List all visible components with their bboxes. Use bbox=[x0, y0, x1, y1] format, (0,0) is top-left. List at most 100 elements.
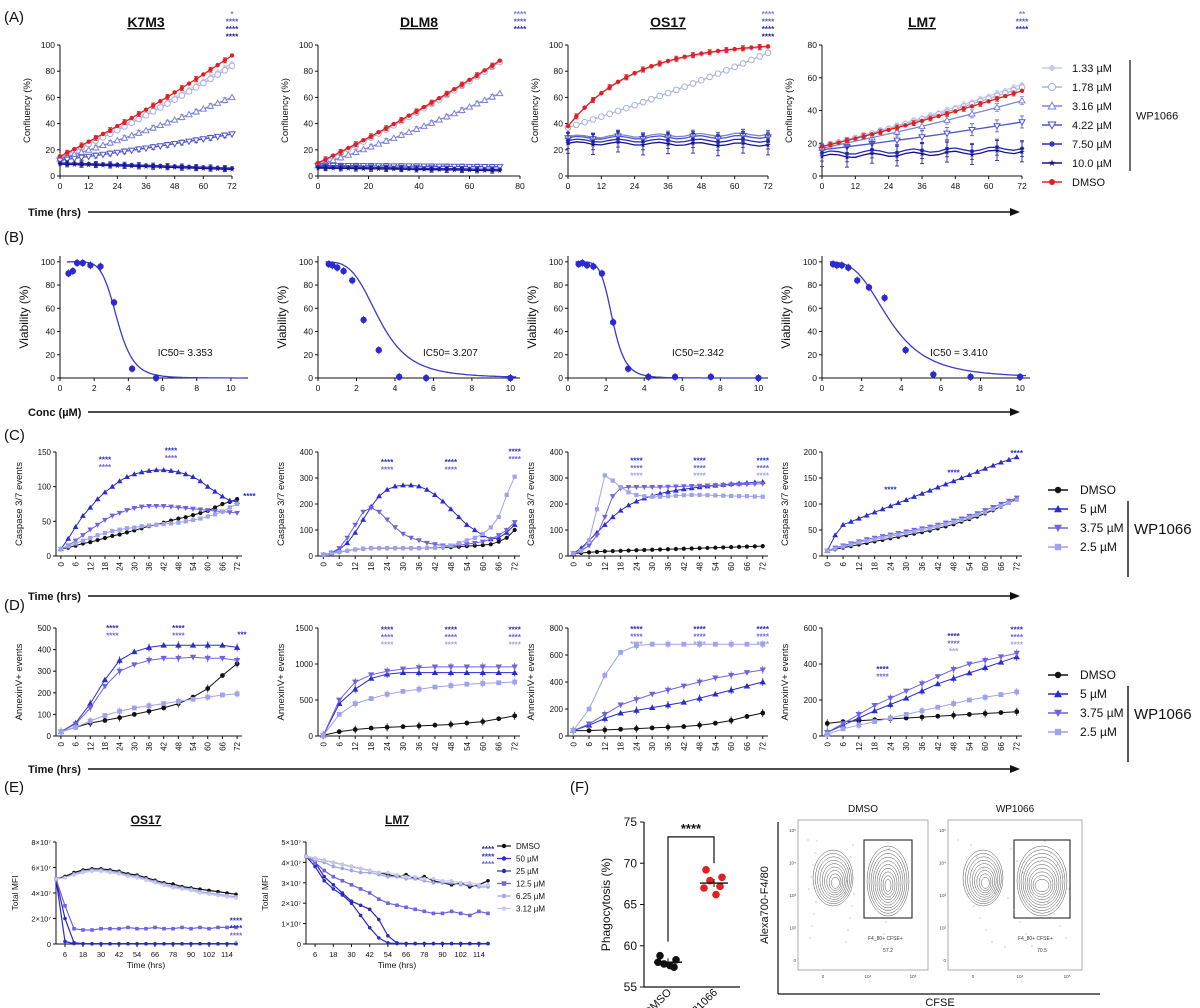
significance-stars: **** bbox=[106, 632, 119, 641]
data-point bbox=[146, 523, 152, 528]
flow-event-dot bbox=[890, 946, 892, 948]
data-point bbox=[615, 139, 621, 145]
data-point bbox=[124, 508, 130, 514]
data-point bbox=[180, 941, 184, 946]
data-point bbox=[471, 527, 478, 533]
data-point bbox=[198, 891, 202, 895]
flow-contour bbox=[976, 870, 994, 894]
y-axis-title: AnnexinV+ events bbox=[276, 643, 287, 720]
data-point bbox=[160, 655, 167, 662]
data-point bbox=[376, 130, 381, 135]
data-point bbox=[179, 164, 185, 171]
data-point bbox=[377, 917, 381, 922]
data-point bbox=[570, 728, 576, 733]
data-point bbox=[352, 529, 359, 535]
data-point bbox=[198, 887, 202, 891]
data-point bbox=[431, 881, 436, 885]
data-point bbox=[697, 722, 702, 728]
x-tick-label: 0 bbox=[820, 181, 825, 191]
data-point bbox=[313, 856, 317, 861]
data-point bbox=[950, 478, 957, 484]
x-tick-label: 60 bbox=[465, 181, 475, 191]
flow-event-dot bbox=[1047, 901, 1049, 903]
data-point bbox=[449, 909, 454, 914]
data-point bbox=[715, 48, 721, 54]
data-point bbox=[93, 135, 99, 141]
data-point bbox=[206, 135, 215, 142]
data-point bbox=[689, 80, 697, 87]
data-point bbox=[79, 259, 86, 267]
y-tick-label: 40 bbox=[554, 327, 564, 337]
y-tick-label: 100 bbox=[550, 526, 564, 535]
data-point bbox=[606, 110, 613, 118]
data-point bbox=[127, 131, 136, 139]
data-point bbox=[367, 925, 372, 930]
data-point bbox=[73, 724, 78, 730]
data-point bbox=[368, 134, 374, 139]
data-point bbox=[143, 107, 149, 112]
x-tick-label: 54 bbox=[965, 741, 974, 750]
x-tick-label: 54 bbox=[711, 741, 720, 750]
data-point bbox=[213, 99, 222, 106]
data-point bbox=[504, 535, 509, 540]
data-point bbox=[352, 727, 358, 732]
data-point bbox=[136, 111, 142, 117]
x-tick-label: 10 bbox=[754, 383, 764, 393]
significance-stars: **** bbox=[1016, 18, 1029, 27]
significance-stars: **** bbox=[876, 673, 889, 682]
data-point bbox=[163, 142, 172, 149]
significance-stars: **** bbox=[482, 860, 495, 869]
x-tick-label: 2 bbox=[92, 383, 97, 393]
data-point bbox=[512, 713, 518, 719]
data-point bbox=[180, 887, 184, 891]
data-point bbox=[1018, 96, 1026, 104]
data-point bbox=[117, 715, 123, 721]
data-point bbox=[214, 71, 221, 78]
data-point bbox=[609, 494, 616, 500]
data-point bbox=[182, 506, 189, 512]
y-tick-label: 500 bbox=[300, 696, 314, 705]
data-point bbox=[586, 543, 592, 549]
data-point bbox=[64, 161, 70, 167]
y-tick-label: 80 bbox=[46, 280, 56, 290]
y-tick-label: 40 bbox=[46, 119, 56, 129]
data-point bbox=[864, 538, 869, 544]
data-point bbox=[665, 724, 671, 730]
data-point bbox=[163, 118, 172, 126]
data-point bbox=[442, 112, 451, 120]
data-point bbox=[424, 486, 430, 492]
flow-event-dot bbox=[994, 892, 996, 894]
data-point bbox=[649, 485, 656, 490]
flow-event-dot bbox=[957, 839, 959, 841]
data-point bbox=[464, 720, 470, 726]
x-tick-label: 72 bbox=[759, 561, 768, 570]
y-tick-label: 60 bbox=[46, 92, 56, 102]
significance-stars: **** bbox=[1011, 449, 1024, 458]
x-tick-label: 6 bbox=[585, 741, 594, 746]
flow-event-dot bbox=[810, 876, 812, 878]
data-point bbox=[845, 264, 852, 271]
data-point bbox=[63, 903, 67, 908]
data-point bbox=[94, 522, 101, 528]
data-point bbox=[712, 720, 718, 726]
data-point bbox=[997, 654, 1005, 660]
data-point bbox=[649, 691, 656, 698]
data-point bbox=[400, 724, 406, 730]
data-point bbox=[213, 133, 222, 141]
data-point bbox=[145, 644, 153, 650]
flow-event-dot bbox=[853, 893, 855, 895]
x-tick-label: 60 bbox=[204, 561, 213, 570]
data-point bbox=[189, 642, 197, 648]
x-tick-label: 12 bbox=[855, 561, 864, 570]
significance-stars: **** bbox=[226, 25, 239, 34]
data-point bbox=[157, 104, 164, 111]
legend-label: 4.22 µM bbox=[1072, 120, 1112, 132]
significance-stars: **** bbox=[99, 455, 112, 464]
data-point bbox=[132, 525, 137, 530]
data-point bbox=[743, 682, 751, 689]
data-point bbox=[490, 63, 495, 68]
data-point bbox=[368, 725, 374, 731]
data-point bbox=[146, 703, 152, 709]
